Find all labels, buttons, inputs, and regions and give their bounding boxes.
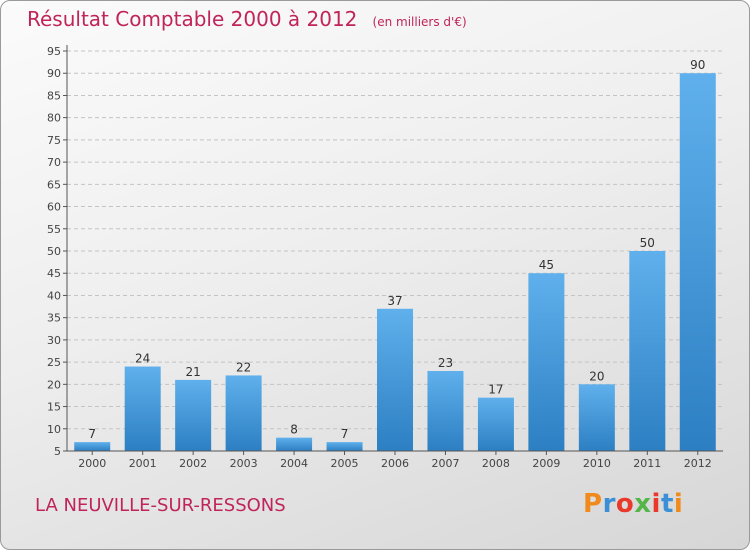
data-label-2011: 50 bbox=[640, 236, 655, 250]
y-tick-label: 90 bbox=[47, 67, 61, 80]
logo-letter: x bbox=[634, 489, 652, 519]
bar-2004 bbox=[276, 437, 313, 451]
data-label-2007: 23 bbox=[438, 356, 453, 370]
y-tick-label: 25 bbox=[47, 356, 61, 369]
y-tick-label: 95 bbox=[47, 45, 61, 58]
logo-letter: P bbox=[583, 489, 603, 519]
data-label-2001: 24 bbox=[135, 352, 150, 366]
y-tick-label: 70 bbox=[47, 156, 61, 169]
bar-2005 bbox=[326, 442, 363, 451]
y-tick-label: 55 bbox=[47, 223, 61, 236]
y-tick-label: 75 bbox=[47, 134, 61, 147]
x-tick-label-2000: 2000 bbox=[78, 457, 106, 470]
place-name: LA NEUVILLE-SUR-RESSONS bbox=[35, 495, 286, 516]
logo-letter: r bbox=[602, 489, 616, 519]
chart-title-main: Résultat Comptable 2000 à 2012 bbox=[27, 7, 358, 31]
y-tick-label: 60 bbox=[47, 201, 61, 214]
data-label-2008: 17 bbox=[488, 383, 503, 397]
x-tick-label-2007: 2007 bbox=[431, 457, 459, 470]
bar-2010 bbox=[578, 384, 615, 451]
logo-letter: i bbox=[651, 489, 661, 519]
x-tick-label-2011: 2011 bbox=[633, 457, 661, 470]
chart-title-unit: (en milliers d'€) bbox=[372, 15, 467, 29]
logo-letter: t bbox=[660, 489, 674, 519]
proxiti-logo: Proxiti bbox=[583, 489, 683, 519]
y-tick-label: 15 bbox=[47, 401, 61, 414]
data-label-2009: 45 bbox=[539, 258, 554, 272]
x-tick-label-2005: 2005 bbox=[331, 457, 359, 470]
data-label-2000: 7 bbox=[88, 427, 96, 441]
y-tick-label: 40 bbox=[47, 289, 61, 302]
bar-2007 bbox=[427, 371, 464, 451]
y-tick-label: 50 bbox=[47, 245, 61, 258]
x-tick-label-2009: 2009 bbox=[532, 457, 560, 470]
bar-2001 bbox=[124, 366, 161, 451]
y-tick-label: 5 bbox=[54, 445, 61, 458]
bar-2012 bbox=[679, 73, 716, 451]
data-label-2012: 90 bbox=[690, 58, 705, 72]
x-tick-label-2010: 2010 bbox=[583, 457, 611, 470]
bar-2009 bbox=[528, 273, 565, 451]
y-tick-label: 85 bbox=[47, 89, 61, 102]
y-tick-label: 45 bbox=[47, 267, 61, 280]
bar-2000 bbox=[74, 442, 111, 451]
x-tick-label-2003: 2003 bbox=[230, 457, 258, 470]
data-label-2010: 20 bbox=[589, 369, 604, 383]
logo-letter: o bbox=[615, 489, 635, 519]
chart-title: Résultat Comptable 2000 à 2012 (en milli… bbox=[27, 7, 467, 31]
data-label-2003: 22 bbox=[236, 360, 251, 374]
x-tick-label-2004: 2004 bbox=[280, 457, 308, 470]
data-label-2002: 21 bbox=[186, 365, 201, 379]
y-tick-label: 30 bbox=[47, 334, 61, 347]
x-tick-label-2012: 2012 bbox=[684, 457, 712, 470]
y-tick-label: 20 bbox=[47, 378, 61, 391]
bar-2011 bbox=[629, 251, 666, 451]
bar-2008 bbox=[477, 397, 514, 451]
data-label-2004: 8 bbox=[290, 423, 298, 437]
x-tick-label-2001: 2001 bbox=[129, 457, 157, 470]
x-tick-label-2008: 2008 bbox=[482, 457, 510, 470]
y-tick-label: 65 bbox=[47, 178, 61, 191]
y-tick-label: 10 bbox=[47, 423, 61, 436]
bar-2002 bbox=[175, 379, 212, 451]
bar-2003 bbox=[225, 375, 262, 451]
logo-letter: i bbox=[673, 489, 684, 519]
x-tick-label-2002: 2002 bbox=[179, 457, 207, 470]
bar-2006 bbox=[377, 308, 413, 451]
data-label-2005: 7 bbox=[341, 427, 349, 441]
y-tick-label: 80 bbox=[47, 112, 61, 125]
data-label-2006: 37 bbox=[387, 294, 402, 308]
x-tick-label-2006: 2006 bbox=[381, 457, 409, 470]
y-tick-label: 35 bbox=[47, 312, 61, 325]
